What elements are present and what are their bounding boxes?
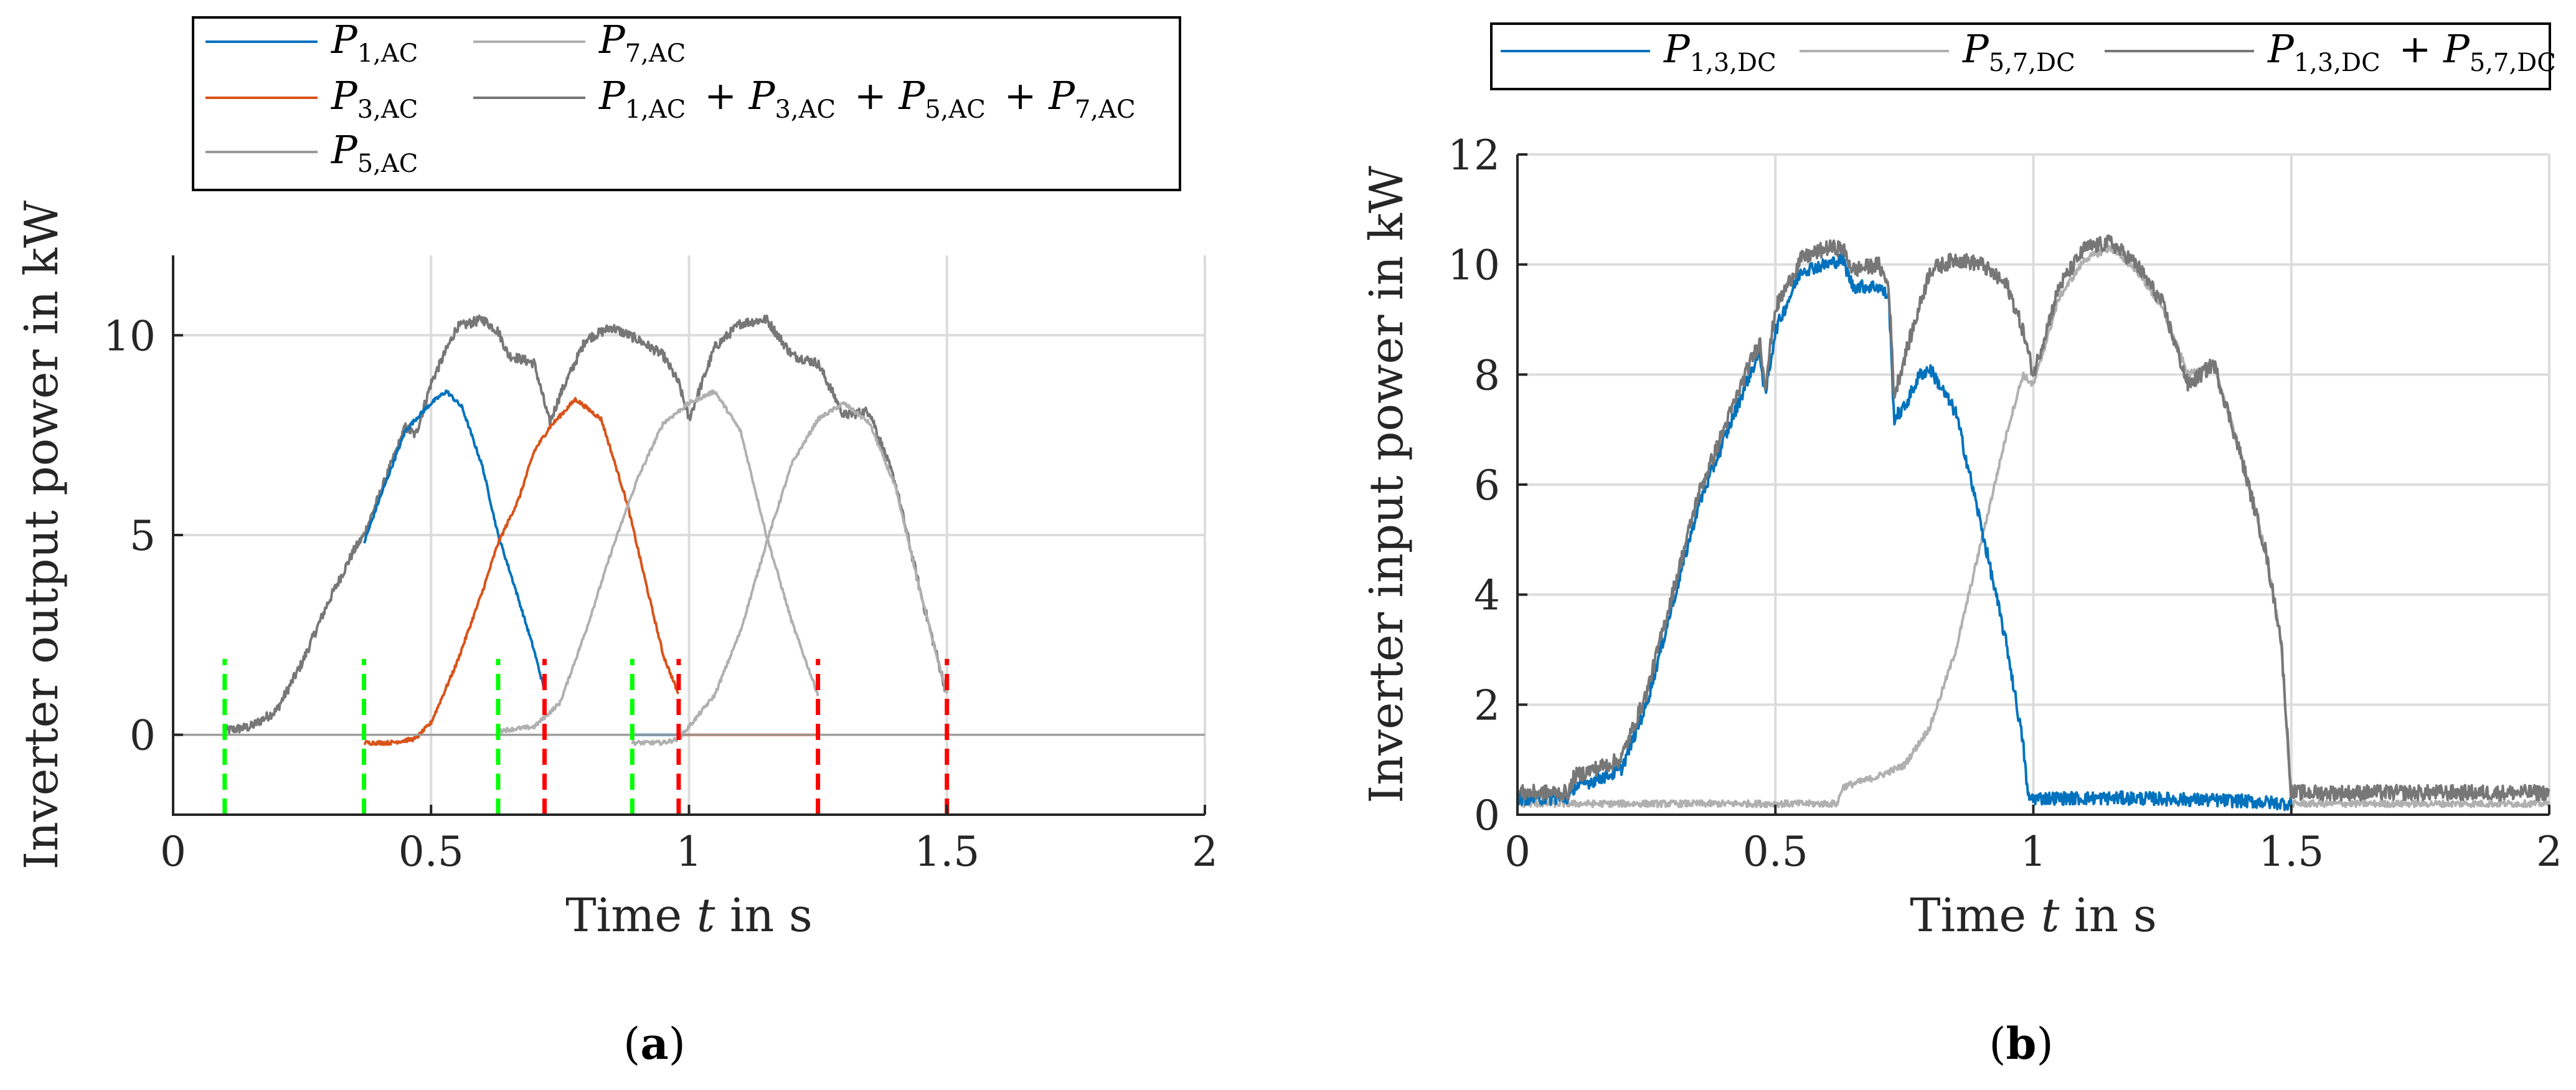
- x-axis-label: Time t in s: [565, 889, 813, 942]
- legend-entry: P1,AC + P3,AC + P5,AC + P7,AC: [598, 73, 1136, 124]
- x-tick-label: 2: [2536, 828, 2562, 876]
- legend-entry: P7,AC: [598, 17, 686, 68]
- x-tick-label: 1: [2021, 828, 2047, 876]
- axes-a: 0 0.5 1 1.5 2 0 5 10 Time t in s Inverter output …: [15, 201, 1218, 942]
- x-tick-label: 2: [1192, 828, 1218, 876]
- event-markers-a: [222, 658, 950, 815]
- x-tick-label: 1: [676, 828, 702, 876]
- y-axis-label: Inverter input power in kW: [1360, 166, 1413, 803]
- y-axis-label: Inverter output power in kW: [15, 201, 68, 870]
- series-line-P_1_AC: [362, 389, 545, 691]
- legend-entry: P1,AC: [331, 17, 418, 68]
- chart-b: 0 0.5 1 1.5 2 0 2 4 6 8 10 12 Time t in s Inverter in…: [1360, 22, 2562, 942]
- y-tick-label: 4: [1474, 572, 1500, 620]
- y-tick-label: 12: [1448, 131, 1500, 179]
- series-line-P_sum_AC: [223, 314, 948, 735]
- y-tick-label: 2: [1474, 681, 1500, 729]
- legend-entry: P5,AC: [331, 127, 418, 178]
- y-tick-label: 6: [1474, 462, 1500, 509]
- legend-entry: P1,3,DC + P5,7,DC: [2267, 26, 2556, 77]
- y-tick-label: 0: [130, 712, 156, 760]
- legend-items-b: P1,3,DC P5,7,DC P1,3,DC + P5,7,DC: [1501, 26, 2556, 77]
- chart-a: 0 0.5 1 1.5 2 0 5 10 Time t in s Inverter output …: [15, 16, 1218, 942]
- legend-entry: P3,AC: [331, 73, 418, 124]
- panel-caption: (a): [623, 1018, 686, 1069]
- x-tick-label: 0.5: [399, 828, 464, 876]
- series-line-P_7_AC: [631, 401, 948, 746]
- series-line-P_5_AC: [498, 389, 819, 734]
- y-tick-label: 0: [1474, 792, 1500, 840]
- series-line-P_3_AC: [363, 397, 680, 746]
- legend-a: [192, 16, 1181, 191]
- captions: (a) (b): [623, 1018, 2054, 1069]
- series-line-P_sum_DC: [1516, 234, 2550, 802]
- x-tick-label: 1.5: [2258, 828, 2324, 876]
- axes-b: 0 0.5 1 1.5 2 0 2 4 6 8 10 12 Time t in s Inverter in…: [1360, 131, 2562, 942]
- series-line-P_5_7_DC: [1516, 244, 2550, 808]
- series-group-a: [173, 314, 1205, 746]
- x-tick-label: 0: [160, 828, 186, 876]
- legend-b: [1490, 22, 2551, 90]
- x-tick-label: 0: [1504, 828, 1531, 876]
- legend-entry: P5,7,DC: [1962, 26, 2075, 77]
- legend-entry: P1,3,DC: [1663, 26, 1776, 77]
- y-tick-label: 10: [103, 312, 156, 360]
- y-tick-label: 8: [1474, 351, 1500, 399]
- grid-b: [1517, 153, 2550, 815]
- series-group-b: [1516, 234, 2550, 812]
- panel-caption: (b): [1989, 1018, 2054, 1069]
- y-tick-label: 5: [130, 512, 156, 560]
- x-tick-label: 0.5: [1743, 828, 1808, 876]
- y-tick-label: 10: [1448, 242, 1500, 290]
- x-tick-label: 1.5: [914, 828, 979, 876]
- x-axis-label: Time t in s: [1910, 889, 2157, 942]
- legend-items-a: P1,AC P7,AC P3,AC P1,AC + P3,AC + P5,AC + P…: [205, 17, 1136, 178]
- grid-a: [173, 255, 1206, 815]
